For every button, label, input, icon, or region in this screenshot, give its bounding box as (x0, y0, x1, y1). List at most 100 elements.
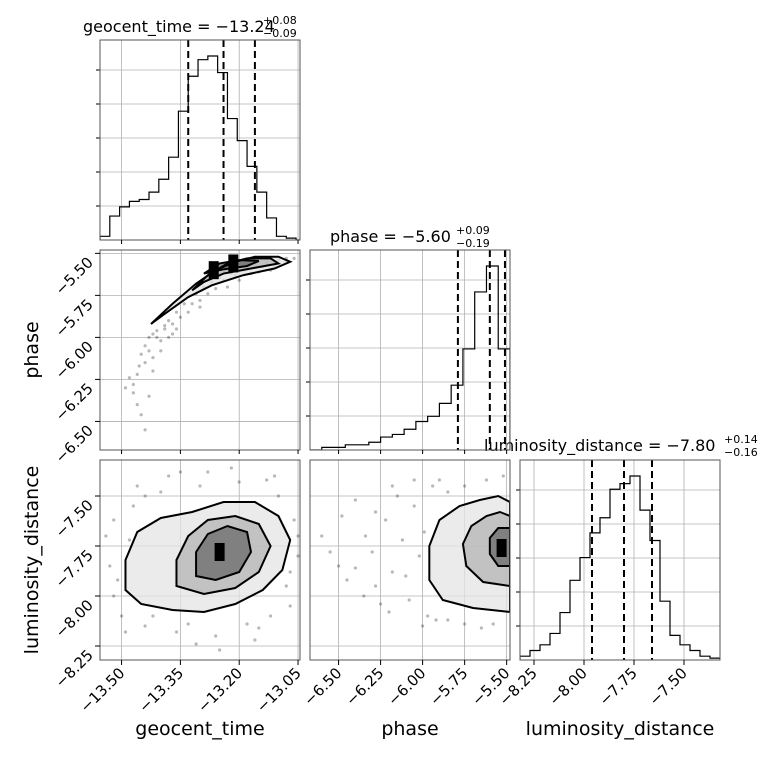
scatter-point (123, 386, 128, 390)
scatter-point (292, 256, 296, 261)
scatter-point (131, 382, 135, 387)
x-tick-label: −8.00 (546, 664, 591, 709)
y-ticks-luminosity-distance: −8.25 −8.00 −7.75 −7.50 (52, 495, 100, 691)
scatter-point (225, 285, 230, 289)
scatter-point (245, 622, 249, 626)
scatter-point (336, 564, 341, 568)
scatter-point (178, 315, 182, 319)
scatter-point (421, 624, 425, 628)
scatter-point (104, 534, 108, 538)
density-peak (228, 254, 239, 273)
scatter-point (272, 474, 277, 478)
scatter-point (373, 510, 378, 514)
scatter-point (353, 498, 357, 502)
scatter-panel-geocent-time-vs-luminosity-distance (100, 460, 300, 660)
hist-title-plus: +0.14 (724, 433, 758, 446)
hist-title-main: geocent_time = −13.24 (83, 17, 275, 37)
scatter-point (127, 376, 132, 380)
scatter-point (167, 335, 171, 339)
panel-frame-group (99, 459, 301, 661)
scatter-point (151, 332, 155, 336)
scatter-point (131, 391, 135, 395)
scatter-point (131, 504, 135, 508)
scatter-point (384, 518, 388, 522)
x-ticks-luminosity-distance: −8.25 −8.00 −7.75 −7.50 (496, 660, 691, 709)
scatter-point (163, 324, 167, 328)
scatter-point (257, 626, 261, 630)
hist-title-minus: −0.19 (456, 237, 490, 250)
scatter-point (139, 413, 143, 417)
y-tick-label: −7.50 (52, 496, 97, 541)
scatter-point (412, 478, 416, 482)
scatter-point (340, 514, 344, 518)
scatter-point (296, 534, 300, 538)
histogram-steps (310, 265, 510, 450)
scatter-point (390, 570, 394, 574)
scatter-point (320, 534, 324, 538)
scatter-point (237, 480, 241, 484)
scatter-point (116, 578, 120, 582)
contour-line-level-2 (175, 514, 272, 596)
scatter-point (501, 474, 505, 478)
contour-line-level-1 (124, 501, 292, 614)
scatter-point (155, 335, 159, 339)
scatter-point (434, 618, 438, 622)
scatter-point (422, 530, 426, 534)
scatter-point (135, 484, 139, 488)
scatter-point (147, 335, 151, 339)
scatter-point (484, 478, 489, 482)
scatter-point (182, 302, 186, 306)
scatter-panel-geocent-time-vs-phase (100, 250, 300, 450)
scatter-point (155, 329, 159, 333)
scatter-point (186, 622, 190, 626)
scatter-point (174, 327, 179, 331)
x-tick-label: −6.00 (384, 664, 429, 709)
scatter-point (431, 484, 435, 488)
scatter-point (370, 550, 374, 554)
contour-line-level-3 (195, 524, 253, 582)
scatter-point (463, 484, 467, 488)
panel-frame-group (309, 459, 511, 661)
scatter-point (265, 478, 269, 482)
scatter-point (400, 538, 405, 542)
panel-frame (519, 459, 721, 661)
hist-title-main: luminosity_distance = −7.80 (484, 436, 715, 456)
scatter-point (417, 554, 421, 558)
x-tick-label: −13.35 (135, 664, 187, 716)
x-ticks-phase: −6.50−6.25−6.00−5.75−5.50 (300, 660, 513, 709)
y-ticks-phase: −6.50−6.25−6.00−5.75−5.50 (52, 252, 100, 467)
histogram-panel-geocent-time (96, 39, 301, 241)
density-peak (496, 539, 507, 557)
scatter-point (135, 403, 139, 407)
scatter-point (378, 602, 383, 606)
scatter-point (167, 318, 171, 323)
scatter-point (229, 466, 233, 470)
y-tick-label: −5.50 (52, 253, 97, 298)
scatter-point (123, 630, 128, 634)
scatter-point (186, 310, 190, 314)
scatter-point (143, 494, 147, 498)
scatter-point (491, 622, 495, 626)
scatter-point (159, 339, 163, 343)
x-axis-label-geocent-time: geocent_time (135, 718, 264, 740)
scatter-point (362, 594, 366, 598)
scatter-point (112, 518, 116, 522)
scatter-point (198, 298, 202, 303)
scatter-point (170, 322, 175, 326)
scatter-point (268, 614, 273, 618)
panel-frame (99, 459, 301, 661)
scatter-point (214, 287, 218, 291)
scatter-point (194, 642, 198, 646)
y-tick-label: −8.25 (52, 646, 97, 691)
hist-title-minus: −0.09 (263, 27, 297, 40)
x-tick-label: −7.75 (596, 664, 641, 709)
x-tick-label: −6.50 (300, 664, 345, 709)
scatter-point (139, 352, 143, 356)
scatter-point (143, 361, 147, 365)
scatter-point (174, 630, 179, 634)
histogram-steps (100, 55, 300, 240)
y-tick-label: −7.75 (52, 546, 97, 591)
scatter-point (296, 554, 300, 558)
hist-title-geocent-time: geocent_time = −13.24 +0.08 −0.09 (83, 14, 297, 40)
scatter-point (463, 622, 467, 626)
